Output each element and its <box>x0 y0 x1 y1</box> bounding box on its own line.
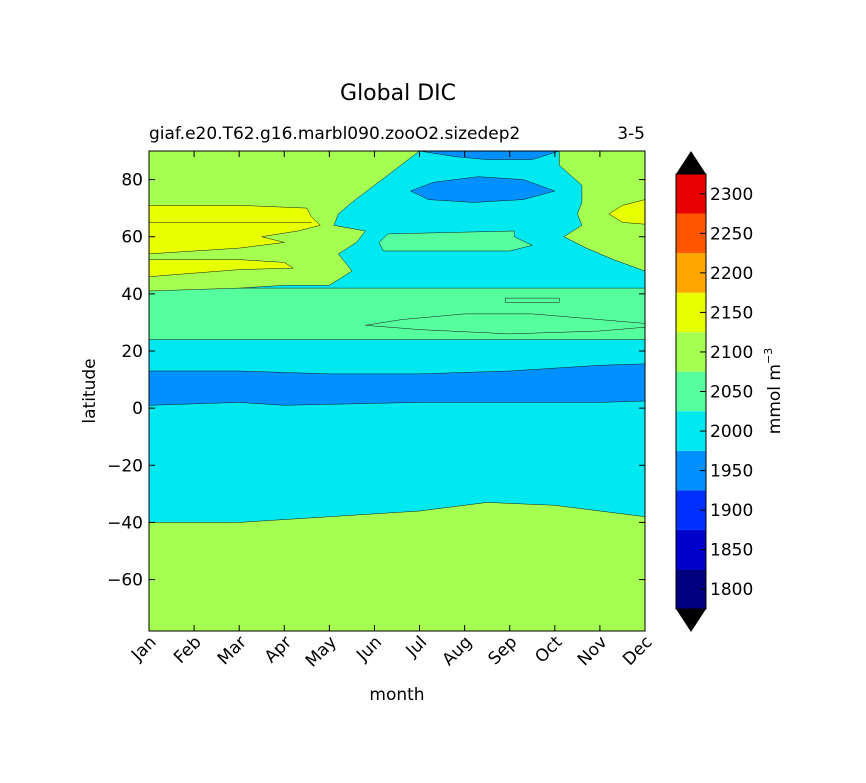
colorbar-extend-top <box>676 151 706 174</box>
contour-band-1925-12 <box>409 176 556 203</box>
x-axis-label: month <box>369 685 424 705</box>
x-tick-label-jan: Jan <box>127 632 160 665</box>
colorbar-tick-label-2050: 2050 <box>710 383 753 403</box>
plot-area <box>149 151 645 631</box>
contour-bands <box>149 151 645 631</box>
contour-band-2025-7 <box>559 151 645 272</box>
colorbar-tick-label-2300: 2300 <box>710 185 753 205</box>
plot-frame <box>148 150 646 632</box>
contour-band-1925-4 <box>149 363 645 409</box>
colorbar-tick-label-1800: 1800 <box>710 580 753 600</box>
y-tick-label-3: 20 <box>121 342 143 362</box>
colorbar-label-exponent: −3 <box>762 348 775 364</box>
y-tick-label-1: 60 <box>121 228 143 248</box>
colorbar-tick-label-2250: 2250 <box>710 224 753 244</box>
colorbar-label: mmol m−3 <box>762 348 785 434</box>
y-tick-label-5: −20 <box>107 456 143 476</box>
contour-band-1975-14 <box>365 313 645 335</box>
y-axis-label: latitude <box>80 358 100 423</box>
chart-title: Global DIC <box>340 81 456 106</box>
y-tick-label-2: 40 <box>121 285 143 305</box>
colorbar-tick-label-1950: 1950 <box>710 462 753 482</box>
y-tick-label-6: −40 <box>107 513 143 533</box>
contour-band-1975-15 <box>504 297 560 303</box>
x-tick-label-mar: Mar <box>214 632 251 669</box>
colorbar-tick-label-1900: 1900 <box>710 501 753 521</box>
chart-subtitle-right: 3-5 <box>617 124 645 144</box>
x-tick-label-jun: Jun <box>352 632 386 666</box>
colorbar-extend-bottom <box>676 609 706 632</box>
contour-band-1925-11 <box>419 151 560 160</box>
x-tick-label-jul: Jul <box>402 632 431 661</box>
y-tick-label-4: 0 <box>132 399 143 419</box>
x-tick-label-aug: Aug <box>439 632 477 670</box>
contour-band-2075-9 <box>149 205 321 255</box>
colorbar-tick-label-2200: 2200 <box>710 264 753 284</box>
x-tick-label-apr: Apr <box>261 632 296 667</box>
chart-subtitle-left: giaf.e20.T62.g16.marbl090.zooO2.sizedep2 <box>149 124 520 144</box>
contour-band-2075-10 <box>608 199 645 225</box>
x-tick-label-dec: Dec <box>619 632 656 669</box>
x-tick-label-may: May <box>302 632 341 671</box>
y-tick-label-0: 80 <box>121 171 143 191</box>
contour-band-1975-5 <box>149 287 645 340</box>
x-tick-label-feb: Feb <box>170 632 205 667</box>
contour-band-1975-13 <box>378 230 534 252</box>
colorbar-label-main: mmol m <box>765 364 785 434</box>
x-tick-label-nov: Nov <box>574 632 612 670</box>
contour-band-2025-3 <box>149 502 645 631</box>
x-tick-label-oct: Oct <box>531 632 566 667</box>
colorbar: 1800 1850 1900 1950 2000 2050 2100 2150 2200 2250… <box>675 151 753 632</box>
colorbar-tick-label-2100: 2100 <box>710 343 753 363</box>
x-tick-label-sep: Sep <box>484 632 521 669</box>
y-tick-label-7: −60 <box>107 571 143 591</box>
colorbar-tick-label-2000: 2000 <box>710 422 753 442</box>
colorbar-tick-label-1850: 1850 <box>710 541 753 561</box>
svg-text:mmol m−3: mmol m−3 <box>762 348 785 434</box>
y-axis: 80 60 40 20 0 −20 −40 −60 <box>107 171 645 591</box>
contour-band-2075-8 <box>149 259 295 277</box>
colorbar-tick-label-2150: 2150 <box>710 303 753 323</box>
